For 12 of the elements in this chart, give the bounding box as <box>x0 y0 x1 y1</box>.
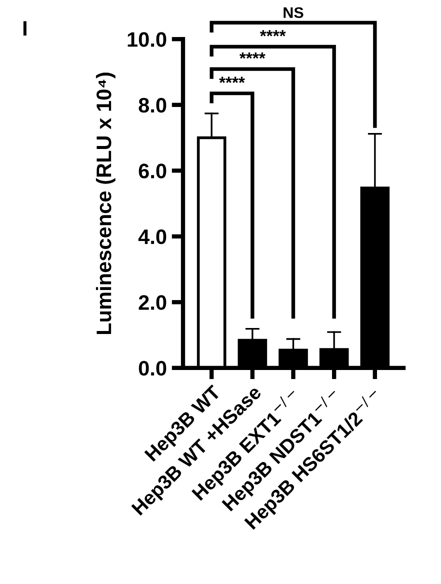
y-tick-label: 0.0 <box>138 360 166 376</box>
annotation: **** <box>240 52 266 59</box>
y-axis-title: Luminescence (RLU x 10⁴) <box>96 72 116 334</box>
y-tick-label: 6.0 <box>138 164 166 178</box>
y-tick-label: 4.0 <box>138 229 166 244</box>
chart-title: I <box>23 21 26 36</box>
text: NS <box>284 7 304 18</box>
y-tick-label: 2.0 <box>138 295 166 310</box>
text: **** <box>260 30 286 36</box>
y-tick-label: 8.0 <box>138 98 166 113</box>
annotation: **** <box>219 76 245 84</box>
y-tick-label: 10.0 <box>128 32 166 47</box>
